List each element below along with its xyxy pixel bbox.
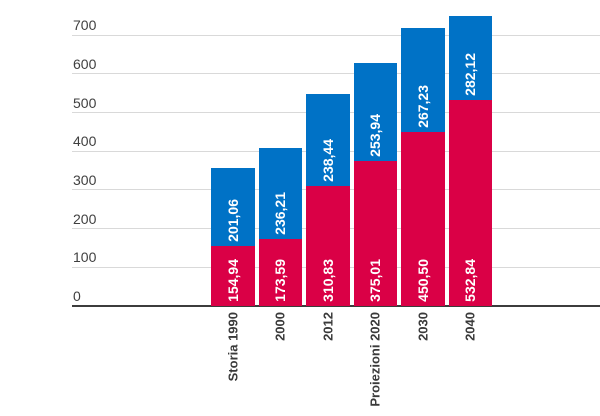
bar-segment-blue	[401, 28, 445, 132]
bar-segment-blue	[448, 16, 492, 100]
y-axis-tick-label: 500	[73, 94, 97, 111]
x-axis-line	[72, 305, 600, 307]
bar-value-label: 236,21	[272, 192, 289, 235]
x-axis-category-label: 2040	[462, 312, 478, 341]
y-axis-tick-label: 0	[73, 288, 81, 304]
bar-value-label: 201,06	[224, 199, 241, 243]
bar-value-label: 238,44	[319, 138, 336, 182]
stacked-bar-chart: 0 100 200 300 400 500 600 700 154,94 201,06 Storia…	[40, 16, 600, 416]
x-axis-category-label: Storia 1990	[225, 312, 241, 382]
x-axis-category-label: 2012	[320, 312, 336, 341]
bar-value-label: 154,94	[224, 259, 241, 302]
bar-value-label: 532,84	[462, 259, 479, 302]
bar-segment-red	[306, 185, 350, 306]
gridline	[72, 34, 600, 36]
bar-value-label: 282,12	[462, 53, 479, 96]
bar-value-label: 267,23	[414, 84, 431, 128]
bar-segment-red	[211, 246, 255, 306]
bar-segment-red	[258, 238, 302, 306]
y-axis-tick-label: 100	[73, 249, 97, 266]
bar-value-label: 173,59	[272, 259, 289, 302]
y-axis-tick-label: 600	[73, 56, 97, 72]
bar-value-label: 253,94	[367, 114, 384, 157]
gridline	[72, 73, 600, 75]
bar-segment-blue	[258, 147, 302, 239]
y-axis-tick-label: 300	[73, 172, 97, 188]
bar-segment-blue	[306, 93, 350, 186]
bar-value-label: 310,83	[319, 259, 336, 302]
y-axis-tick-label: 200	[73, 210, 97, 227]
bar-segment-red	[448, 99, 492, 306]
x-axis-category-label: 2000	[272, 312, 288, 341]
x-axis-category-label: Proiezioni 2020	[367, 312, 383, 407]
bar-segment-red	[401, 131, 445, 306]
y-axis-tick-label: 700	[73, 17, 97, 34]
bar-segment-blue	[211, 168, 255, 247]
y-axis-tick-label: 400	[73, 133, 97, 150]
bar-value-label: 450,50	[414, 259, 431, 302]
bar-value-label: 375,01	[367, 259, 384, 302]
bar-segment-blue	[353, 62, 397, 161]
bar-segment-red	[353, 160, 397, 306]
x-axis-category-label: 2030	[415, 312, 431, 341]
